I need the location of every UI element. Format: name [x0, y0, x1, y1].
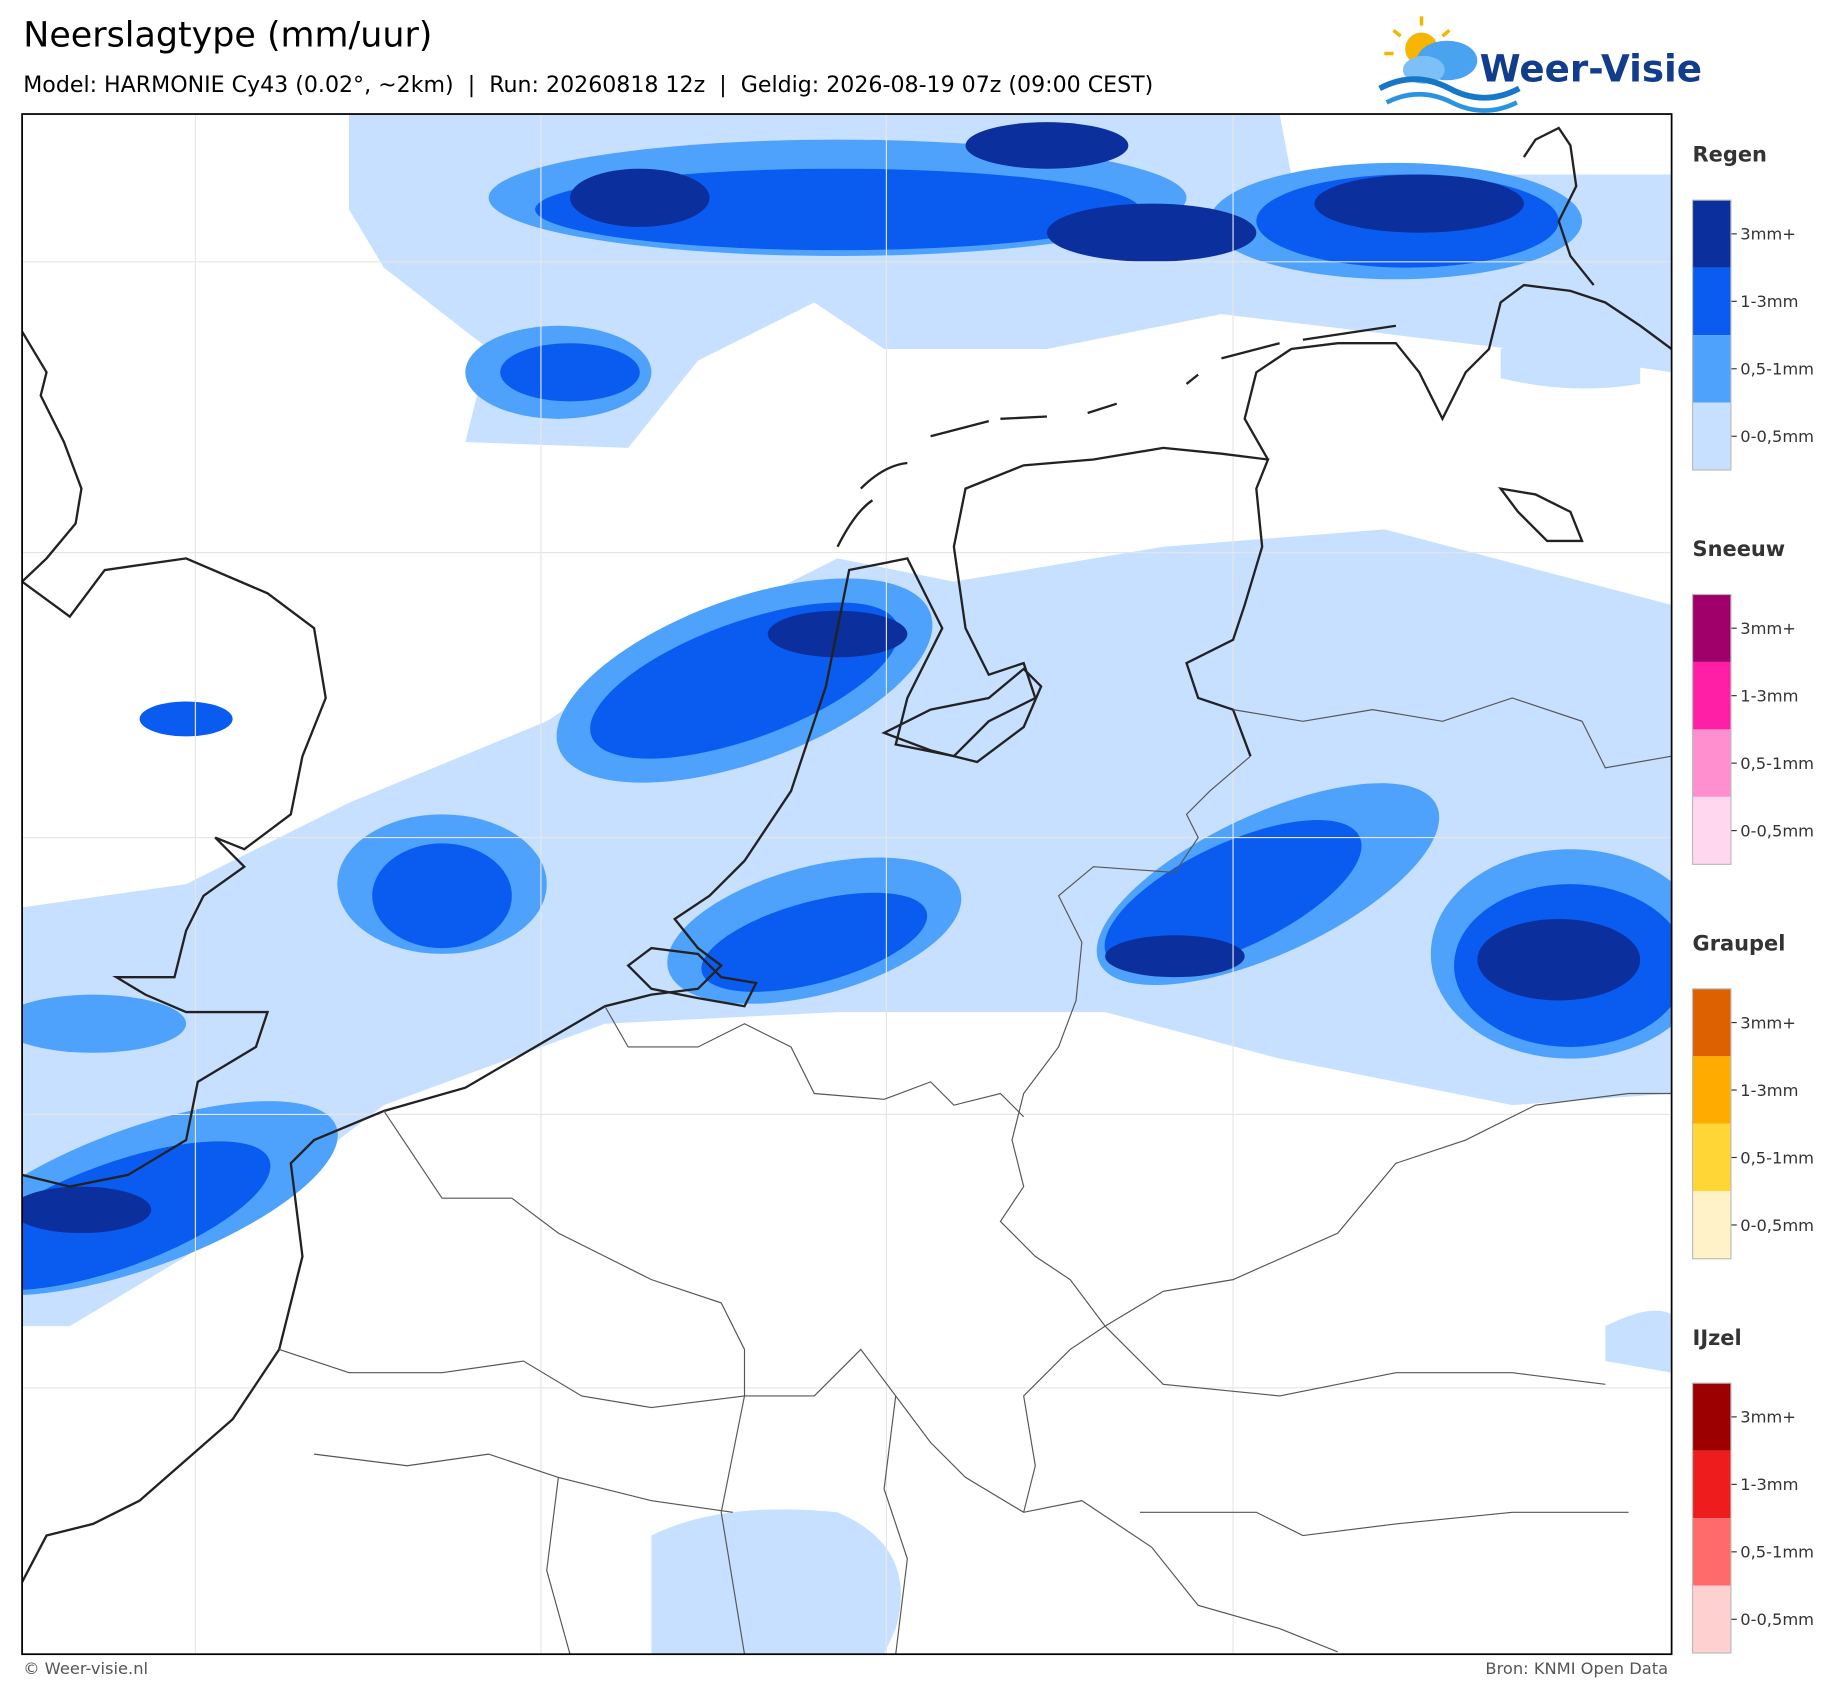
legend-label: 0,5-1mm	[1740, 754, 1814, 773]
logo-text: Weer-Visie	[1480, 46, 1702, 90]
legend-label: 0-0,5mm	[1740, 821, 1814, 840]
legend-group: IJzel 3mm+ 1-3mm 0,5-1mm 0-0,5mm	[1691, 1326, 1814, 1654]
legend-title: IJzel	[1693, 1326, 1742, 1350]
borders	[278, 697, 1672, 1655]
legend-swatch	[1692, 1191, 1731, 1259]
map-frame	[21, 113, 1673, 1656]
legend-swatch	[1692, 1518, 1731, 1586]
legend: Regen 3mm+ 1-3mm 0,5-1mm 0-0,5mm Sneeuw 3mm+ 1-…	[1691, 143, 1814, 1654]
legend-label: 0-0,5mm	[1740, 427, 1814, 446]
legend-label: 3mm+	[1740, 619, 1796, 638]
legend-swatch	[1692, 1450, 1731, 1519]
legend-swatch	[1692, 402, 1731, 470]
coastlines	[22, 126, 1672, 1583]
legend-swatch	[1692, 267, 1731, 336]
subtitle: Model: HARMONIE Cy43 (0.02°, ~2km) | Run…	[23, 72, 1153, 98]
legend-swatch	[1692, 335, 1731, 403]
legend-swatch	[1692, 1056, 1731, 1124]
legend-title: Regen	[1693, 143, 1767, 167]
legend-label: 3mm+	[1740, 1408, 1796, 1427]
title: Neerslagtype (mm/uur)	[23, 16, 432, 56]
legend-bar-frame	[1691, 1382, 1732, 1654]
legend-group: Graupel 3mm+ 1-3mm 0,5-1mm 0-0,5mm	[1691, 931, 1814, 1260]
legend-label: 1-3mm	[1740, 686, 1798, 705]
legend-group: Sneeuw 3mm+ 1-3mm 0,5-1mm 0-0,5mm	[1691, 537, 1814, 865]
legend-label: 0-0,5mm	[1740, 1216, 1814, 1235]
legend-bar-frame	[1691, 199, 1732, 471]
legend-swatch	[1692, 988, 1731, 1057]
legend-swatch	[1692, 796, 1731, 865]
legend-label: 0-0,5mm	[1740, 1610, 1814, 1629]
legend-label: 0,5-1mm	[1740, 1148, 1814, 1167]
legend-label: 0,5-1mm	[1740, 1543, 1814, 1562]
legend-swatch	[1692, 1123, 1731, 1192]
legend-swatch	[1692, 594, 1731, 662]
legend-label: 1-3mm	[1740, 292, 1798, 311]
legend-swatch	[1692, 1585, 1731, 1654]
legend-label: 3mm+	[1740, 1013, 1796, 1032]
source: Bron: KNMI Open Data	[1485, 1659, 1668, 1678]
legend-bar-frame	[1691, 593, 1732, 865]
legend-title: Sneeuw	[1693, 537, 1786, 561]
legend-label: 3mm+	[1740, 225, 1796, 244]
logo: Weer-Visie	[1378, 16, 1702, 113]
legend-group: Regen 3mm+ 1-3mm 0,5-1mm 0-0,5mm	[1691, 143, 1814, 471]
legend-label: 0,5-1mm	[1740, 360, 1814, 379]
copyright: © Weer-visie.nl	[23, 1659, 148, 1678]
legend-swatch	[1692, 200, 1731, 268]
legend-swatch	[1692, 1383, 1731, 1451]
legend-swatch	[1692, 729, 1731, 797]
legend-title: Graupel	[1693, 931, 1786, 955]
grid	[22, 114, 1672, 1655]
legend-label: 1-3mm	[1740, 1081, 1798, 1100]
legend-label: 1-3mm	[1740, 1475, 1798, 1494]
map	[22, 114, 1672, 1655]
legend-swatch	[1692, 661, 1731, 730]
legend-bar-frame	[1691, 988, 1732, 1260]
